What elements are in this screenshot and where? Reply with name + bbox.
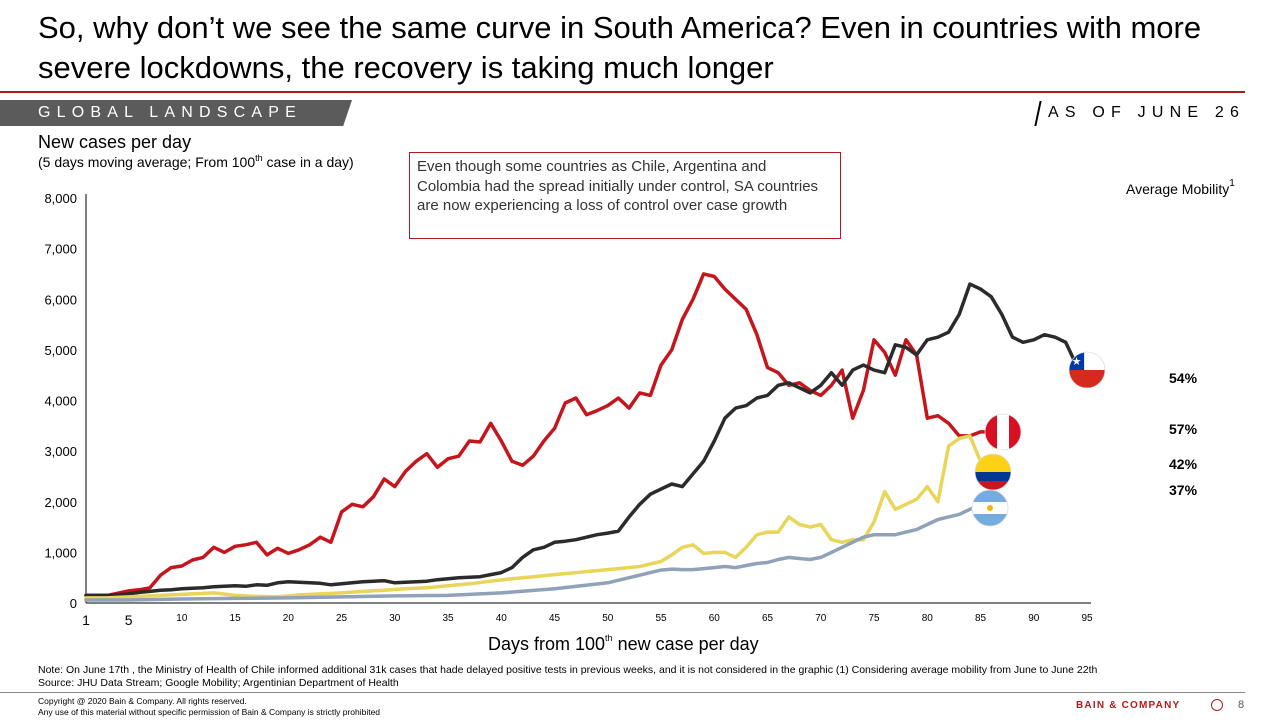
x-tick-label: 75: [868, 613, 880, 624]
x-axis-label-pre: Days from 100: [488, 634, 606, 654]
x-tick-label: 40: [496, 613, 508, 624]
chart-title: New cases per day: [38, 132, 192, 152]
y-tick-label: 2,000: [44, 495, 77, 510]
x-tick-label: 90: [1028, 613, 1040, 624]
brand-logo-text: BAIN & COMPANY: [1076, 700, 1181, 711]
x-axis-label-post: new case per day: [612, 634, 759, 654]
mobility-value-colombia: 42%: [1169, 456, 1198, 472]
y-tick-label: 8,000: [44, 191, 77, 206]
copyright: Copyright @ 2020 Bain & Company. All rig…: [38, 696, 380, 717]
mobility-footnote-mark: 1: [1229, 178, 1235, 189]
series-line-1: [84, 282, 1079, 598]
mobility-value-peru: 57%: [1169, 421, 1198, 437]
x-tick-label: 65: [762, 613, 774, 624]
y-tick-label: 7,000: [44, 242, 77, 257]
footnote: Note: On June 17th , the Ministry of Hea…: [38, 664, 1098, 676]
chart-subtitle: (5 days moving average; From 100th case …: [38, 153, 354, 170]
y-tick-label: 0: [70, 596, 77, 611]
colombia-flag-icon: [975, 454, 1011, 490]
section-label: GLOBAL LANDSCAPE: [38, 104, 303, 121]
x-tick-label: 1: [82, 612, 90, 628]
y-tick-label: 3,000: [44, 444, 77, 459]
x-tick-label: 50: [602, 613, 614, 624]
page-number: 8: [1238, 699, 1245, 711]
series-line-0: [84, 272, 1015, 598]
x-tick-label: 70: [815, 613, 827, 624]
mobility-title-text: Average Mobility: [1126, 181, 1230, 197]
x-tick-label: 15: [230, 613, 242, 624]
x-tick-label: 10: [176, 613, 188, 624]
mobility-value-chile: 54%: [1169, 370, 1198, 386]
mobility-value-argentina: 37%: [1169, 482, 1198, 498]
footer-divider: [0, 692, 1245, 693]
section-banner: [0, 100, 352, 126]
x-tick-label: 20: [283, 613, 295, 624]
x-axis-label-sup: th: [605, 633, 613, 643]
y-tick-label: 4,000: [44, 394, 77, 409]
chart-series: [84, 272, 1079, 602]
x-axis-label: Days from 100th new case per day: [488, 633, 759, 655]
callout-box: Even though some countries as Chile, Arg…: [409, 152, 841, 239]
x-tick-label: 45: [549, 613, 561, 624]
x-tick-label: 55: [655, 613, 667, 624]
y-tick-label: 6,000: [44, 292, 77, 307]
peru-flag-icon: [985, 414, 1021, 450]
chart-subtitle-pre: (5 days moving average; From 100: [38, 154, 256, 170]
date-slash-mark: [1034, 101, 1042, 126]
argentina-flag-icon: [972, 490, 1008, 526]
x-tick-label: 25: [336, 613, 348, 624]
slide-title: So, why don’t we see the same curve in S…: [38, 10, 1202, 85]
x-tick-label: 5: [125, 612, 133, 628]
x-tick-label: 95: [1081, 613, 1093, 624]
brand-logo-icon: [1211, 699, 1223, 711]
y-tick-label: 1,000: [44, 545, 77, 560]
chart-ticks: 0 1,000 2,000 3,000 4,000 5,000 6,000 7,000 8,00…: [44, 191, 1093, 628]
y-tick-label: 5,000: [44, 343, 77, 358]
chart-subtitle-post: case in a day): [262, 154, 354, 170]
country-flags: ★: [971, 351, 1106, 527]
x-tick-label: 85: [975, 613, 987, 624]
cases-line-chart: 0 1,000 2,000 3,000 4,000 5,000 6,000 7,000 8,00…: [44, 191, 1106, 628]
x-tick-label: 30: [389, 613, 401, 624]
copyright-line-1: Copyright @ 2020 Bain & Company. All rig…: [38, 696, 247, 706]
mobility-title: Average Mobility1: [1126, 178, 1235, 197]
chart-subtitle-sup: th: [255, 153, 263, 163]
title-divider: [0, 91, 1245, 93]
svg-text:★: ★: [1072, 355, 1082, 368]
source-note: Source: JHU Data Stream; Google Mobility…: [38, 677, 399, 689]
x-tick-label: 60: [709, 613, 721, 624]
series-line-2: [84, 434, 1004, 600]
as-of-date: AS OF JUNE 26: [1048, 104, 1246, 121]
x-tick-label: 35: [443, 613, 455, 624]
series-line-3: [84, 494, 993, 602]
copyright-line-2: Any use of this material without specifi…: [38, 706, 381, 717]
x-tick-label: 80: [922, 613, 934, 624]
chart-axes: [85, 194, 1091, 604]
